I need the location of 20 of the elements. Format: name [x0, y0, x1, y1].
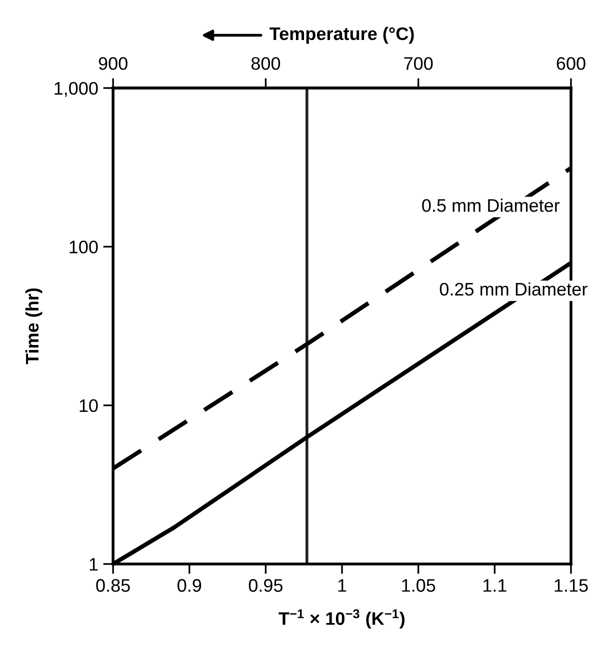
x-tick-label: 1.05 — [402, 579, 436, 592]
series-label: 0.5 mm Diameter — [422, 198, 560, 212]
x-tick-label: 0.9 — [178, 579, 202, 592]
x-tick-label: 1.15 — [554, 579, 588, 592]
y-tick-label: 100 — [70, 240, 98, 254]
x-tick-label: 1.1 — [483, 579, 506, 592]
x2-tick-label: 800 — [251, 57, 280, 70]
x-tick-label: 0.95 — [248, 579, 283, 592]
y-axis-title: Time (hr) — [25, 288, 42, 364]
x-tick-label: 0.85 — [96, 579, 130, 592]
x2-axis-title: Temperature (°C) — [270, 26, 414, 44]
x-tick-label: 1 — [338, 579, 346, 592]
x2-tick-label: 600 — [556, 57, 586, 70]
y-tick-label: 1,000 — [54, 82, 98, 97]
y-tick-label: 10 — [80, 399, 98, 412]
x2-tick-label: 900 — [98, 57, 128, 70]
y-tick-label: 1 — [90, 558, 98, 571]
x2-tick-label: 700 — [404, 57, 433, 70]
x-axis-title: T$^{−1}$ × 10$^{−3}$ (K$^{−1}$) — [278, 609, 405, 629]
series-label: 0.25 mm Diameter — [440, 282, 588, 296]
